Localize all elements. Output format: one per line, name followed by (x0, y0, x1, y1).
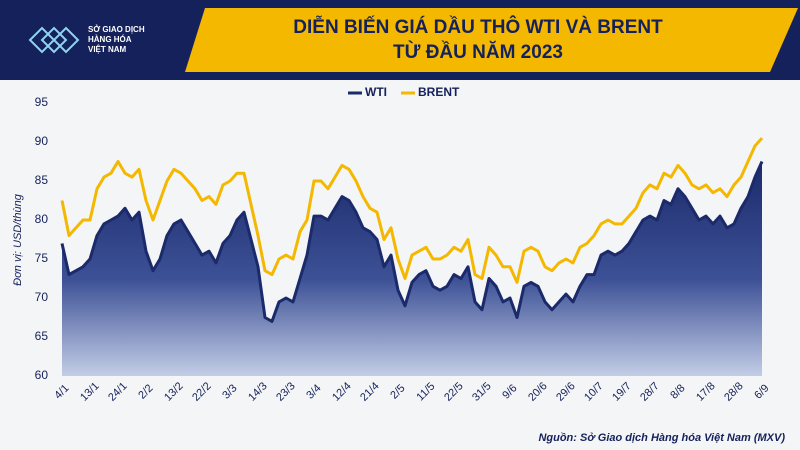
legend-label: WTI (365, 85, 387, 99)
area (62, 161, 762, 376)
source-note: Nguồn: Sở Giao dịch Hàng hóa Việt Nam (M… (538, 432, 785, 444)
y-tick-label: 80 (35, 212, 49, 226)
y-tick-label: 75 (35, 251, 49, 265)
y-axis-label: Đơn vị: USD/thùng (12, 193, 24, 286)
y-tick-label: 85 (35, 173, 49, 187)
logo-icon (28, 26, 80, 54)
chart-title: TỪ ĐẦU NĂM 2023 (393, 41, 563, 63)
legend-label: BRENT (418, 85, 460, 99)
line (60, 160, 764, 323)
line (60, 137, 764, 284)
logo-text: VIỆT NAM (88, 45, 127, 54)
y-tick-label: 60 (35, 368, 49, 382)
header-banner (185, 8, 798, 72)
logo-text: HÀNG HÓA (88, 35, 132, 44)
y-tick-label: 90 (35, 134, 49, 148)
y-tick-label: 70 (35, 290, 49, 304)
y-tick-label: 95 (35, 95, 49, 109)
chart-title: DIỄN BIẾN GIÁ DẦU THÔ WTI VÀ BRENT (293, 16, 663, 38)
logo-text: SỞ GIAO DỊCH (88, 25, 145, 34)
y-tick-label: 65 (35, 329, 49, 343)
